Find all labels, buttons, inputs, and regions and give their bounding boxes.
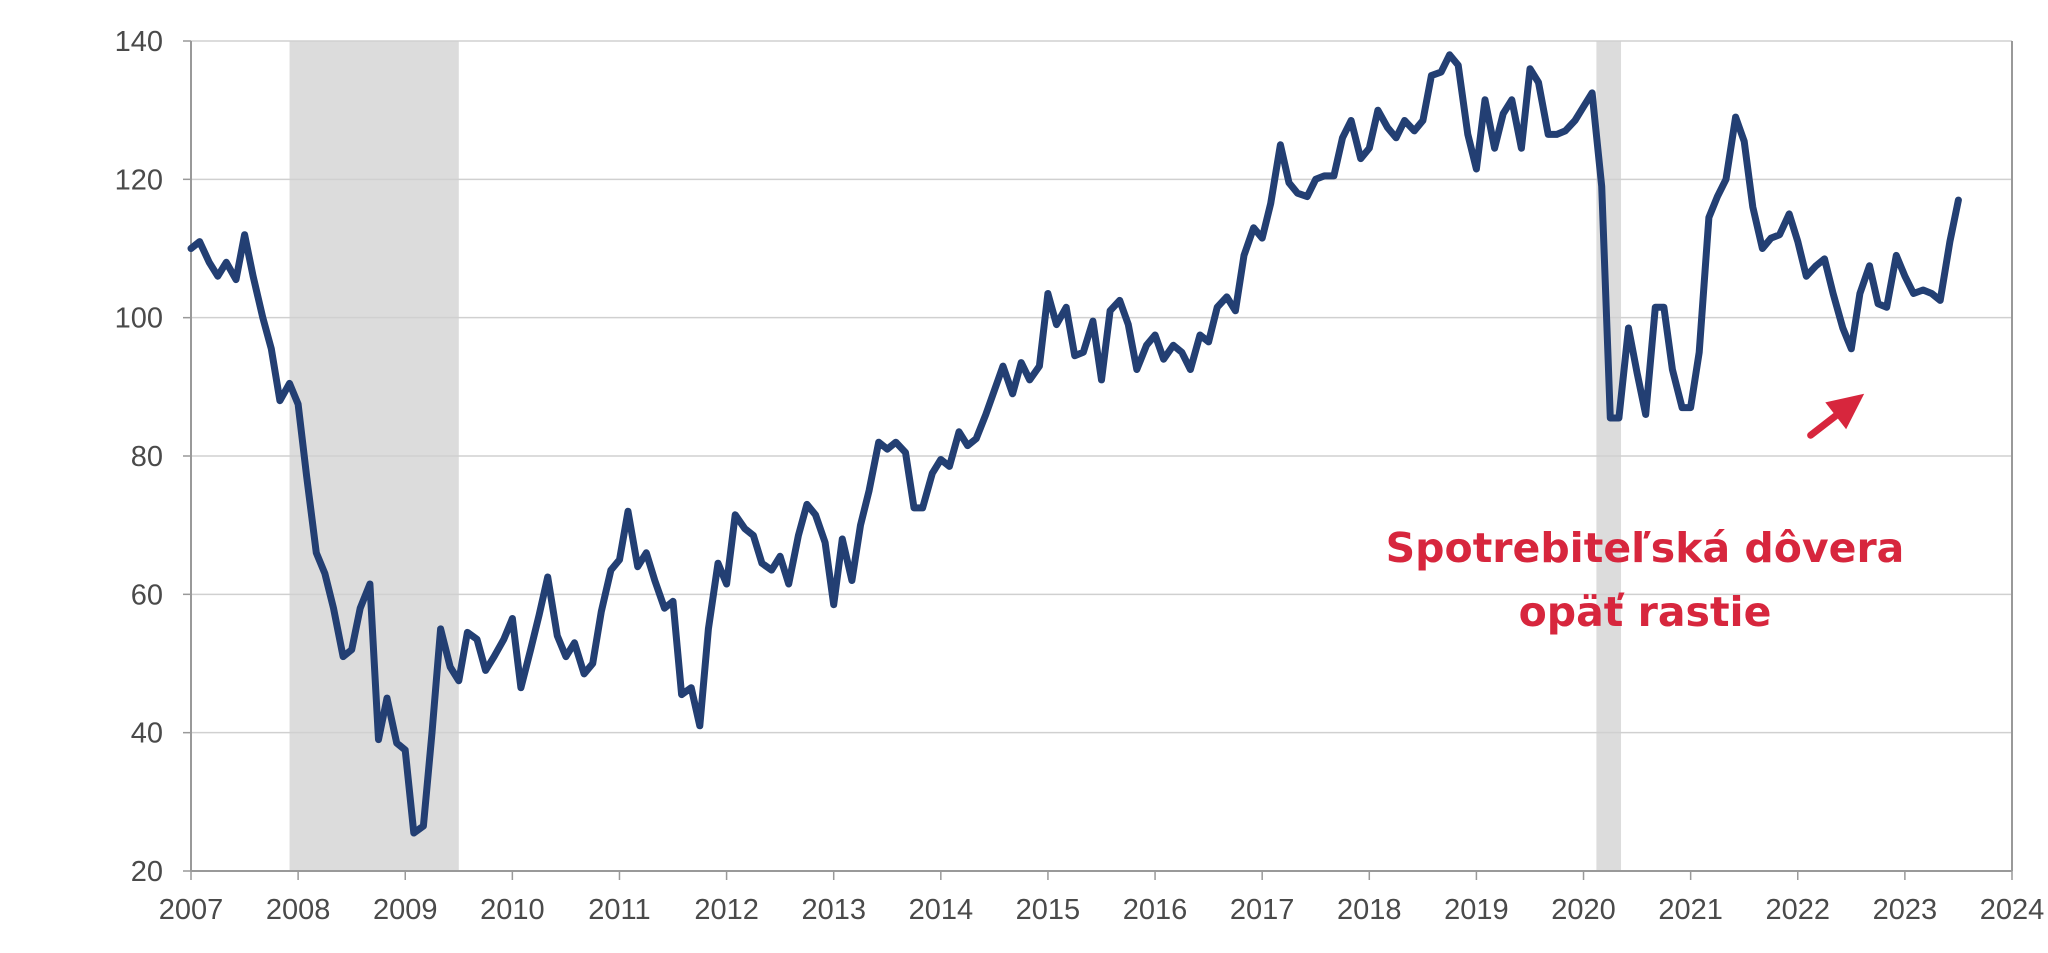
- annotation-text-line-1: Spotrebiteľská dôvera: [1386, 524, 1905, 572]
- x-tick-label-2018: 2018: [1337, 894, 1402, 926]
- y-tick-label-140: 140: [115, 26, 163, 58]
- y-tick-label-40: 40: [131, 718, 163, 750]
- annotation: Spotrebiteľská dôvera opäť rastie: [1386, 393, 1905, 636]
- annotation-text-line-2: opäť rastie: [1519, 588, 1772, 636]
- x-tick-label-2022: 2022: [1766, 894, 1831, 926]
- annotation-arrow-head: [1825, 393, 1865, 430]
- x-tick-label-2016: 2016: [1123, 894, 1188, 926]
- series-line-1: [187, 51, 1962, 837]
- x-tick-label-2015: 2015: [1016, 894, 1081, 926]
- y-tick-label-60: 60: [131, 579, 163, 611]
- axes-layer: [190, 41, 2013, 872]
- y-tick-label-120: 120: [115, 164, 163, 196]
- x-tick-label-2011: 2011: [588, 894, 650, 926]
- x-tick-label-2014: 2014: [909, 894, 974, 926]
- y-tick-label-80: 80: [131, 441, 163, 473]
- y-tick-labels: 20 40 60 80 100 120 140: [115, 26, 163, 888]
- x-tick-labels: 2007 2008 2009 2010 2011 2012 2013 2014 2015 2016…: [159, 871, 2045, 926]
- x-tick-label-2019: 2019: [1444, 894, 1509, 926]
- x-tick-label-2008: 2008: [266, 894, 331, 926]
- x-tick-label-2023: 2023: [1873, 894, 1938, 926]
- x-tick-label-2017: 2017: [1230, 894, 1295, 926]
- x-tick-label-2020: 2020: [1551, 894, 1616, 926]
- x-tick-label-2021: 2021: [1658, 894, 1723, 926]
- x-tick-label-2013: 2013: [801, 894, 866, 926]
- series-layer: [187, 51, 1962, 837]
- x-tick-label-2010: 2010: [480, 894, 545, 926]
- y-tick-label-100: 100: [115, 303, 163, 335]
- y-tick-label-20: 20: [131, 856, 163, 888]
- x-tick-label-2012: 2012: [694, 894, 759, 926]
- x-tick-label-2024: 2024: [1980, 894, 2045, 926]
- x-tick-label-2007: 2007: [159, 894, 224, 926]
- annotation-arrow: [1807, 412, 1840, 439]
- x-tick-label-2009: 2009: [373, 894, 438, 926]
